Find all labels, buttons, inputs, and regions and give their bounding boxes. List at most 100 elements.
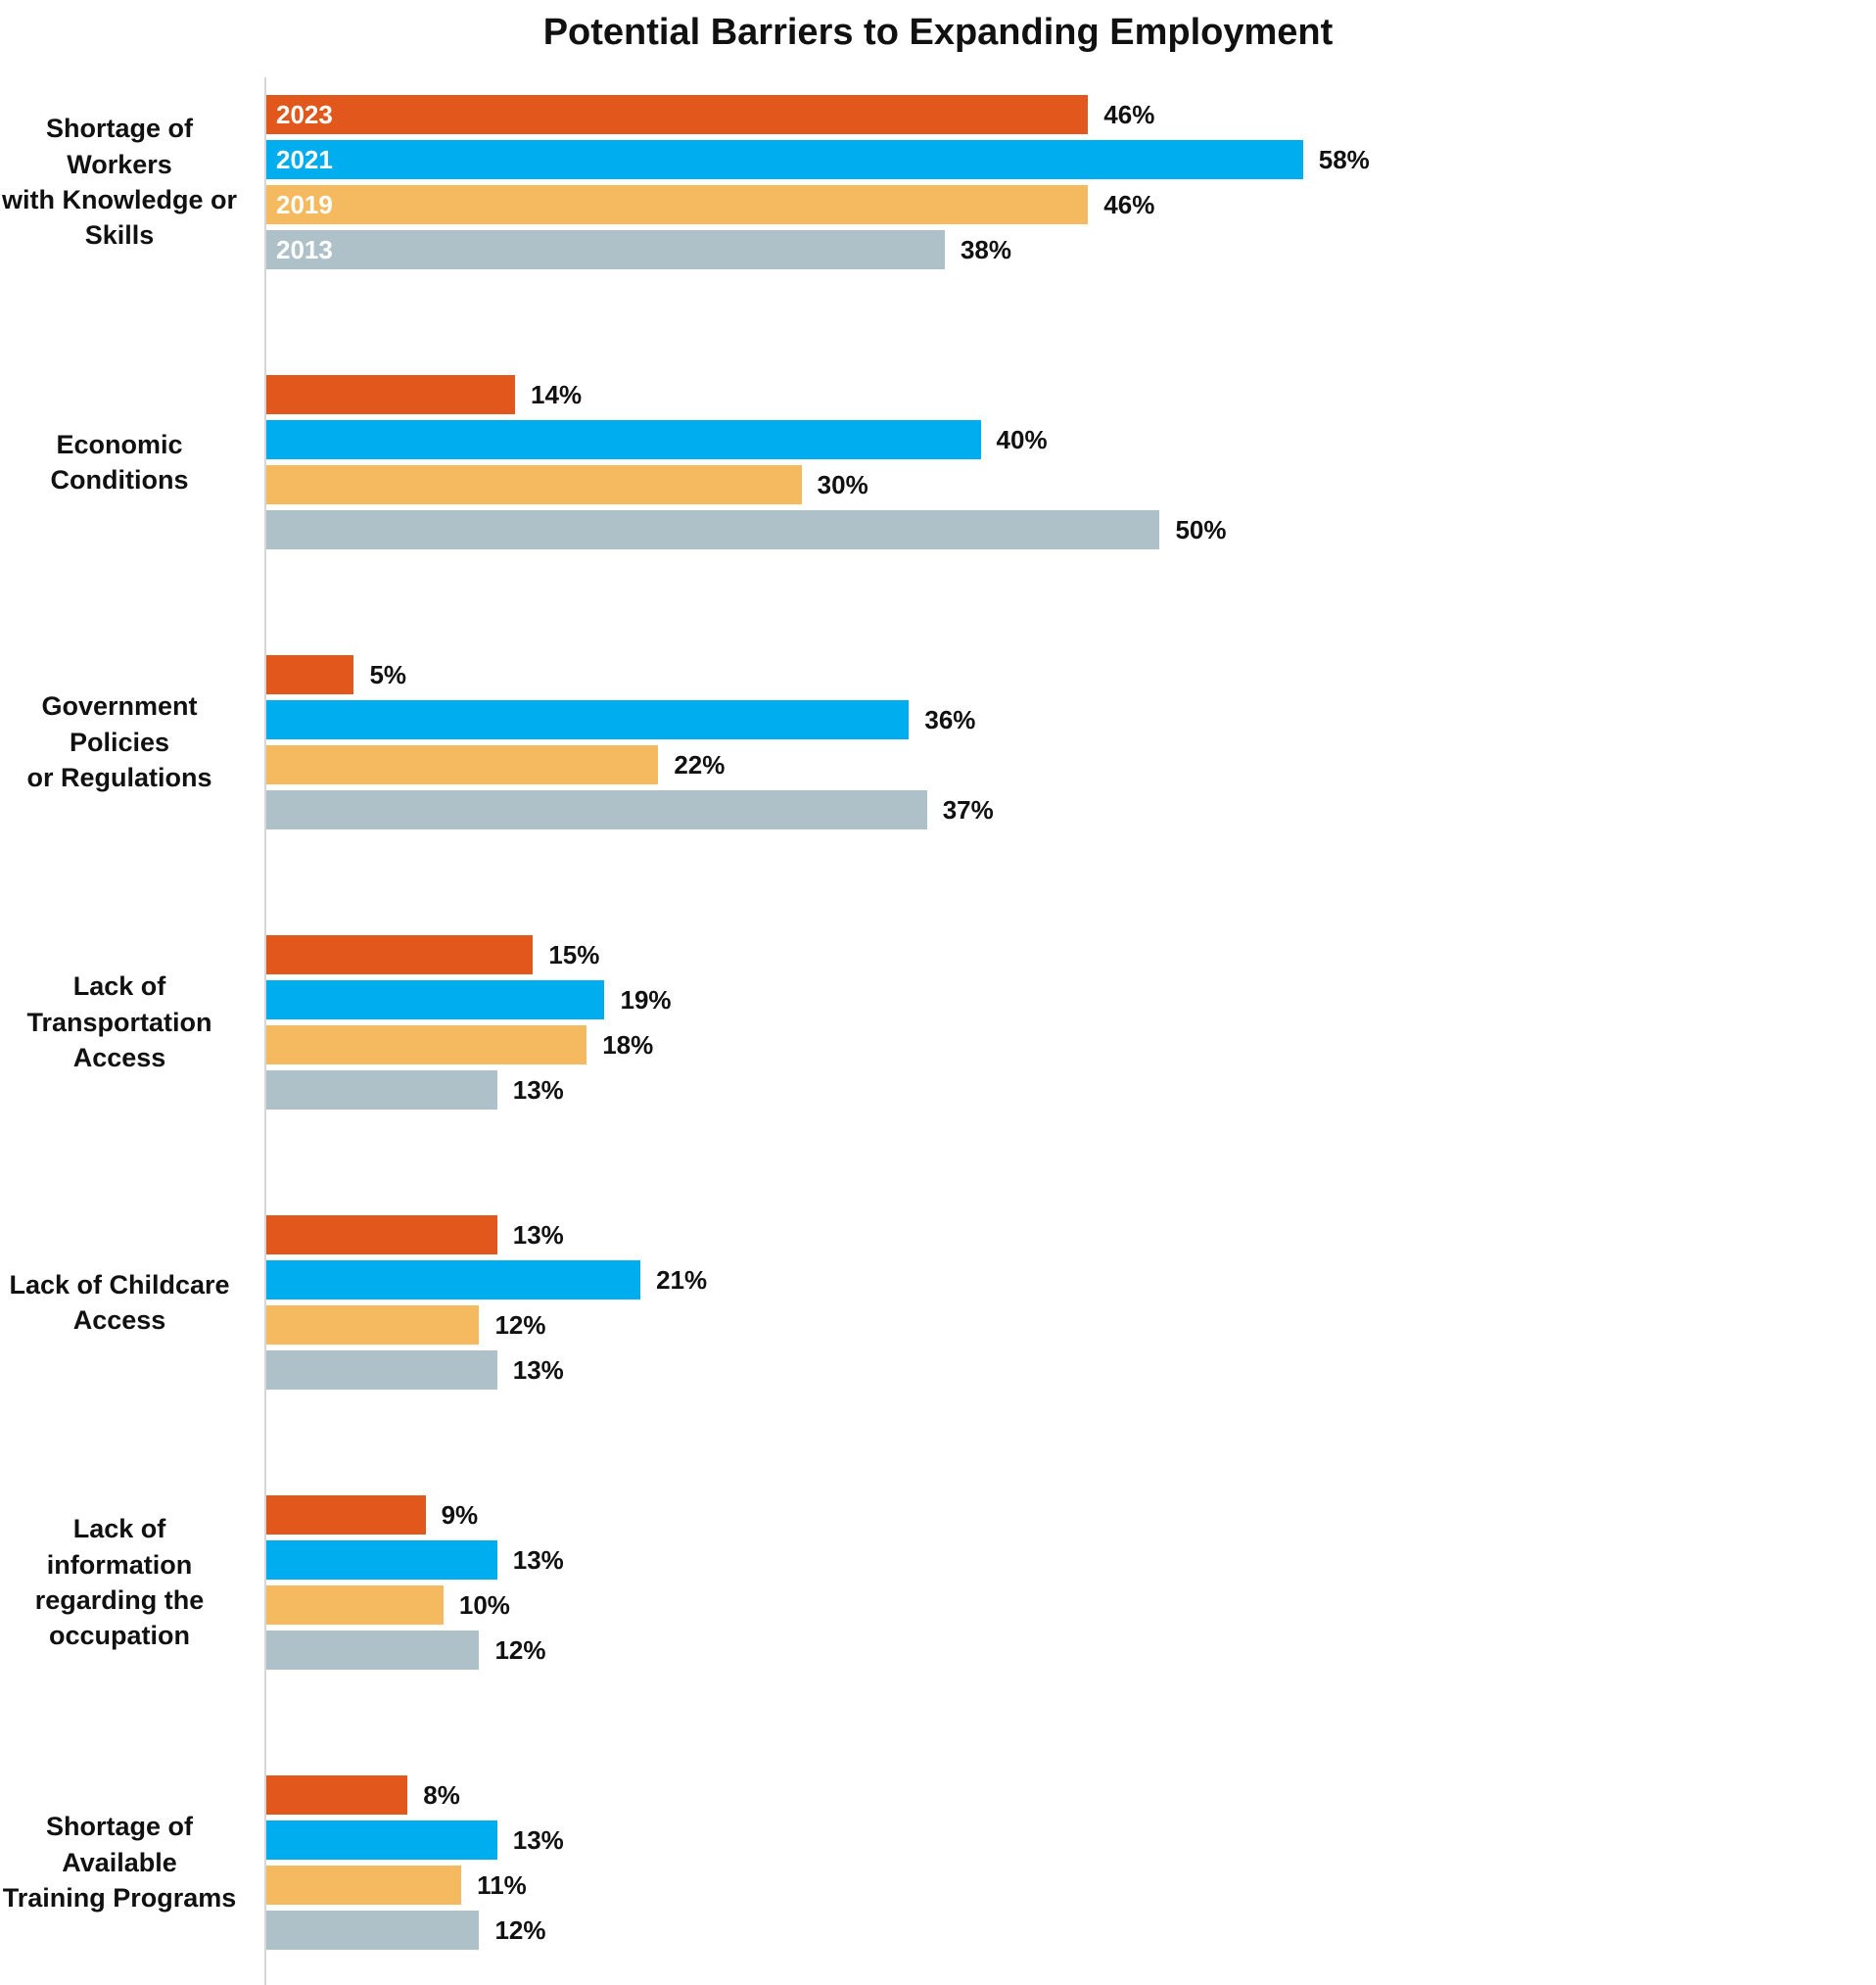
bar-group: 2023 46% 2021 58% 2019 46% 2013 38% — [251, 95, 1876, 269]
value-label: 37% — [942, 794, 994, 825]
bar-2019 — [264, 745, 659, 784]
bar-row: 12% — [264, 1305, 1876, 1345]
value-label: 46% — [1103, 189, 1155, 219]
value-label: 21% — [656, 1264, 708, 1295]
value-label: 13% — [512, 1544, 564, 1575]
bar-row: 13% — [264, 1820, 1876, 1860]
category-label: Shortage of Available Training Programs — [2, 1812, 237, 1914]
bar-row: 36% — [264, 700, 1876, 739]
category-group: Economic Conditions 14% 40% 30% 50% — [0, 375, 1876, 549]
bar-2013 — [264, 1350, 497, 1390]
bar-group: 14% 40% 30% 50% — [251, 375, 1876, 549]
bar-2019 — [264, 1585, 444, 1625]
bar-2021 — [264, 1540, 497, 1580]
value-label: 19% — [620, 984, 672, 1015]
series-year-label: 2013 — [276, 234, 333, 264]
value-label: 13% — [512, 1074, 564, 1105]
bar-2013 — [264, 1631, 480, 1670]
category-group: Shortage of Available Training Programs 8… — [0, 1775, 1876, 1950]
value-label: 12% — [494, 1309, 546, 1340]
value-label: 9% — [441, 1499, 479, 1530]
bar-group: 9% 13% 10% 12% — [251, 1495, 1876, 1670]
value-label: 11% — [477, 1869, 527, 1900]
category-label: Lack of Childcare Access — [9, 1269, 230, 1335]
bar-row: 9% — [264, 1495, 1876, 1535]
value-label: 50% — [1175, 514, 1227, 544]
bar-group: 15% 19% 18% 13% — [251, 935, 1876, 1110]
value-label: 22% — [674, 749, 726, 780]
bar-row: 14% — [264, 375, 1876, 414]
value-label: 10% — [458, 1589, 510, 1620]
bar-row: 37% — [264, 790, 1876, 829]
bar-group: 5% 36% 22% 37% — [251, 655, 1876, 829]
value-label: 13% — [512, 1219, 564, 1250]
bar-row: 12% — [264, 1631, 1876, 1670]
bar-2019 — [264, 1025, 587, 1064]
bar-row: 8% — [264, 1775, 1876, 1815]
category-group: Government Policies or Regulations 5% 36% 2… — [0, 655, 1876, 829]
bar-group: 8% 13% 11% 12% — [251, 1775, 1876, 1950]
bar-row: 50% — [264, 510, 1876, 549]
bar-2019: 2019 — [264, 185, 1089, 224]
bar-row: 2023 46% — [264, 95, 1876, 134]
bar-row: 40% — [264, 420, 1876, 459]
bar-2019 — [264, 465, 802, 504]
bar-row: 13% — [264, 1070, 1876, 1110]
bar-row: 30% — [264, 465, 1876, 504]
bar-2021 — [264, 420, 981, 459]
value-label: 30% — [817, 469, 868, 499]
vertical-axis-line — [264, 77, 266, 1985]
series-year-label: 2023 — [276, 99, 333, 129]
category-group: Lack of Childcare Access 13% 21% 12% 13% — [0, 1215, 1876, 1390]
bar-2021: 2021 — [264, 140, 1303, 179]
bar-row: 12% — [264, 1911, 1876, 1950]
category-label: Lack of information regarding the occupa… — [34, 1514, 205, 1651]
chart-plot-area: Shortage of Workers with Knowledge or Sk… — [0, 77, 1876, 1985]
category-label: Government Policies or Regulations — [26, 691, 212, 793]
category-label: Economic Conditions — [50, 429, 189, 495]
bar-2023 — [264, 1495, 426, 1535]
value-label: 14% — [531, 379, 583, 409]
bar-row: 2013 38% — [264, 230, 1876, 269]
bar-2013 — [264, 1070, 497, 1110]
bar-2023: 2023 — [264, 95, 1089, 134]
bar-2013: 2013 — [264, 230, 945, 269]
bar-2021 — [264, 700, 910, 739]
bar-2023 — [264, 375, 516, 414]
category-group: Shortage of Workers with Knowledge or Sk… — [0, 95, 1876, 269]
value-label: 58% — [1318, 144, 1370, 174]
category-group: Lack of information regarding the occupa… — [0, 1495, 1876, 1670]
value-label: 38% — [960, 234, 1012, 264]
bar-row: 2021 58% — [264, 140, 1876, 179]
value-label: 18% — [602, 1029, 654, 1060]
bar-2013 — [264, 790, 927, 829]
bar-2023 — [264, 1775, 408, 1815]
bar-2023 — [264, 655, 354, 694]
category-label: Lack of Transportation Access — [26, 971, 212, 1073]
value-label: 46% — [1103, 99, 1155, 129]
bar-row: 22% — [264, 745, 1876, 784]
bar-chart: Potential Barriers to Expanding Employme… — [0, 12, 1876, 1985]
bar-2013 — [264, 1911, 480, 1950]
bar-2021 — [264, 1820, 497, 1860]
bar-row: 11% — [264, 1866, 1876, 1905]
value-label: 12% — [494, 1634, 546, 1665]
series-year-label: 2019 — [276, 189, 333, 219]
bar-row: 21% — [264, 1260, 1876, 1300]
series-year-label: 2021 — [276, 144, 333, 174]
value-label: 36% — [924, 704, 976, 734]
bar-row: 13% — [264, 1540, 1876, 1580]
bar-2023 — [264, 935, 534, 974]
bar-2021 — [264, 980, 605, 1019]
bar-row: 13% — [264, 1350, 1876, 1390]
bar-2023 — [264, 1215, 497, 1254]
value-label: 8% — [423, 1779, 460, 1810]
bar-row: 13% — [264, 1215, 1876, 1254]
bar-row: 18% — [264, 1025, 1876, 1064]
bar-2019 — [264, 1866, 462, 1905]
bar-row: 5% — [264, 655, 1876, 694]
bar-row: 2019 46% — [264, 185, 1876, 224]
bar-group: 13% 21% 12% 13% — [251, 1215, 1876, 1390]
category-group: Lack of Transportation Access 15% 19% 18% 13… — [0, 935, 1876, 1110]
bar-row: 19% — [264, 980, 1876, 1019]
